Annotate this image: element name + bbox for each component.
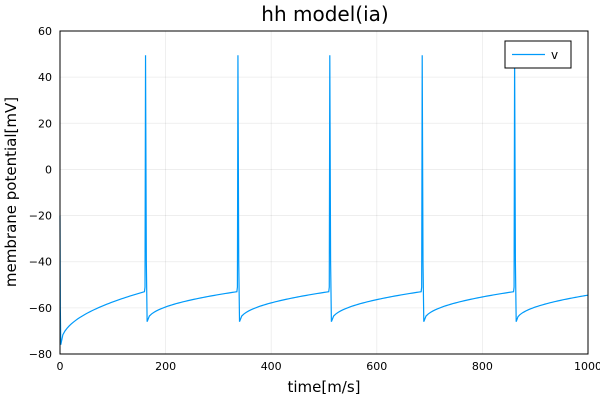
y-axis-label: membrane potential[mV] (2, 97, 20, 287)
legend-label-v: v (551, 48, 558, 62)
x-tick-label: 200 (155, 360, 176, 373)
y-axis-ticks: −80 −60 −40 −20 0 20 40 60 (29, 25, 52, 361)
series-layer (59, 55, 589, 345)
y-tick-label: −40 (29, 256, 52, 269)
grid (59, 30, 589, 355)
x-tick-label: 800 (472, 360, 493, 373)
x-axis-label: time[m/s] (287, 378, 360, 396)
x-tick-label: 400 (261, 360, 282, 373)
y-tick-label: −80 (29, 348, 52, 361)
x-tick-label: 0 (57, 360, 64, 373)
x-tick-label: 1000 (574, 360, 600, 373)
y-tick-label: 0 (45, 163, 52, 176)
y-tick-label: 20 (38, 117, 52, 130)
series-line-v (59, 55, 589, 345)
y-tick-label: 40 (38, 71, 52, 84)
legend: v (504, 40, 572, 69)
x-tick-label: 600 (366, 360, 387, 373)
x-axis-ticks: 0 200 400 600 800 1000 (57, 360, 600, 373)
y-tick-label: −60 (29, 302, 52, 315)
y-tick-label: 60 (38, 25, 52, 38)
y-tick-label: −20 (29, 210, 52, 223)
chart-title: hh model(ia) (261, 2, 388, 26)
plot-frame (59, 30, 589, 355)
